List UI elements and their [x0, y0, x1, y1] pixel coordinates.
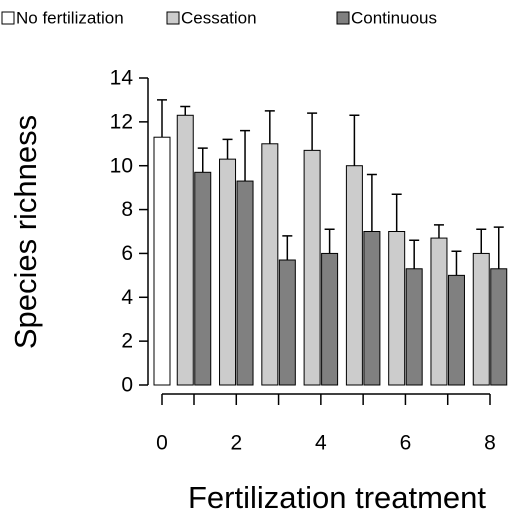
bar	[388, 231, 406, 386]
x-tick-label: 4	[315, 432, 327, 455]
error-bar	[240, 129, 251, 182]
bar	[176, 114, 194, 386]
error-bar	[493, 226, 504, 269]
error-bar	[282, 235, 293, 261]
legend-swatch	[1, 11, 15, 25]
y-tick-label: 2	[121, 330, 133, 353]
bar	[194, 171, 212, 386]
bar	[278, 259, 296, 386]
x-axis-title: Fertilization treatment	[188, 480, 486, 515]
error-bar	[157, 99, 167, 138]
y-tick-label: 0	[121, 374, 133, 397]
bar	[236, 180, 254, 386]
error-bar	[307, 112, 318, 151]
error-bar	[264, 110, 275, 144]
x-tick-label: 6	[400, 432, 412, 455]
bar	[303, 149, 321, 386]
bar	[430, 237, 448, 386]
error-bar	[324, 228, 335, 254]
y-tick-label: 14	[110, 67, 134, 90]
bar	[405, 268, 423, 386]
legend-label: Continuous	[351, 8, 437, 27]
y-tick-label: 10	[110, 154, 133, 177]
legend-label: Cessation	[181, 8, 257, 27]
x-tick-label: 0	[156, 432, 168, 455]
error-bar	[433, 224, 444, 239]
error-bar	[476, 228, 487, 254]
y-tick-label: 6	[121, 242, 133, 265]
error-bar	[197, 147, 208, 173]
y-axis-title: Species richness	[8, 115, 43, 349]
bar	[490, 268, 508, 386]
error-bar	[349, 114, 360, 166]
bar	[363, 231, 381, 386]
legend-swatch	[166, 11, 180, 25]
error-bar	[409, 239, 420, 269]
bar	[261, 143, 279, 386]
y-tick-label: 8	[121, 198, 133, 221]
bar	[321, 252, 339, 386]
bar	[345, 165, 363, 386]
legend-swatch	[336, 11, 350, 25]
legend-label: No fertilization	[16, 8, 124, 27]
bar	[219, 158, 237, 386]
y-tick-label: 4	[121, 286, 133, 309]
error-bar	[451, 250, 462, 276]
bar	[472, 252, 490, 386]
error-bar	[180, 105, 191, 116]
bar	[153, 136, 171, 386]
error-bar	[366, 173, 377, 232]
bar	[447, 274, 465, 386]
x-tick-label: 2	[230, 432, 242, 455]
error-bar	[222, 138, 233, 160]
error-bar	[391, 193, 402, 232]
y-tick-label: 12	[110, 110, 133, 133]
x-tick-label: 8	[484, 432, 496, 455]
